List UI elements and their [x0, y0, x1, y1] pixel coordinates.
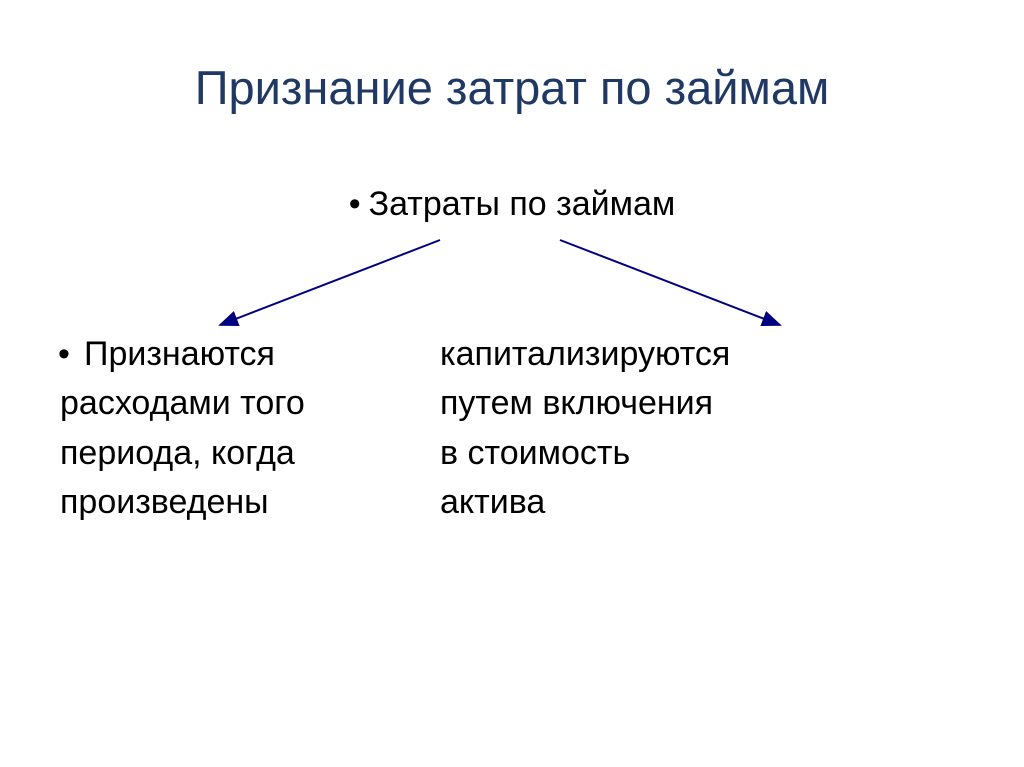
- left-line1: Признаются: [84, 335, 275, 373]
- left-line3: периода, когда: [60, 429, 440, 478]
- right-line4: актива: [440, 478, 860, 527]
- left-line2: расходами того: [60, 379, 440, 428]
- arrow-right: [560, 240, 780, 325]
- subtitle-row: •Затраты по займам: [0, 185, 1024, 224]
- arrow-left: [220, 240, 440, 325]
- right-line3: в стоимость: [440, 429, 860, 478]
- left-line4: произведены: [60, 478, 440, 527]
- right-column: капитализируются путем включения в стоим…: [440, 330, 860, 527]
- bullet-icon: •: [349, 185, 361, 224]
- right-line2: путем включения: [440, 379, 860, 428]
- left-line1-row: • Признаются: [60, 330, 440, 379]
- subtitle-text: Затраты по займам: [369, 185, 676, 223]
- left-column: • Признаются расходами того периода, ког…: [60, 330, 440, 527]
- bullet-icon: •: [58, 330, 70, 379]
- right-line1: капитализируются: [440, 330, 860, 379]
- slide-title: Признание затрат по займам: [0, 60, 1024, 115]
